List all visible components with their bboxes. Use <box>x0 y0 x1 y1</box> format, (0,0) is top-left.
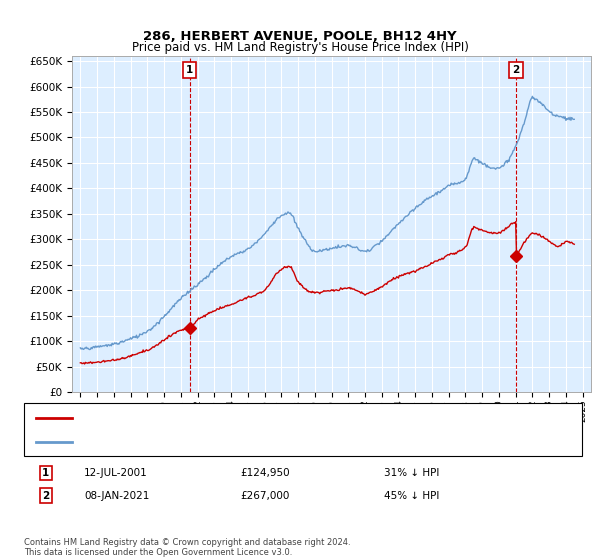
Text: Contains HM Land Registry data © Crown copyright and database right 2024.
This d: Contains HM Land Registry data © Crown c… <box>24 538 350 557</box>
Text: 2: 2 <box>512 65 520 75</box>
Text: 1: 1 <box>186 65 193 75</box>
Text: 1: 1 <box>42 468 49 478</box>
Text: 45% ↓ HPI: 45% ↓ HPI <box>384 491 439 501</box>
Text: 08-JAN-2021: 08-JAN-2021 <box>84 491 149 501</box>
Text: 286, HERBERT AVENUE, POOLE, BH12 4HY (detached house): 286, HERBERT AVENUE, POOLE, BH12 4HY (de… <box>81 413 377 423</box>
Text: 12-JUL-2001: 12-JUL-2001 <box>84 468 148 478</box>
Text: HPI: Average price, detached house, Bournemouth Christchurch and Poole: HPI: Average price, detached house, Bour… <box>81 436 445 446</box>
Text: Price paid vs. HM Land Registry's House Price Index (HPI): Price paid vs. HM Land Registry's House … <box>131 41 469 54</box>
Text: £267,000: £267,000 <box>240 491 289 501</box>
Text: 2: 2 <box>42 491 49 501</box>
Text: 286, HERBERT AVENUE, POOLE, BH12 4HY: 286, HERBERT AVENUE, POOLE, BH12 4HY <box>143 30 457 43</box>
Text: 31% ↓ HPI: 31% ↓ HPI <box>384 468 439 478</box>
Text: £124,950: £124,950 <box>240 468 290 478</box>
